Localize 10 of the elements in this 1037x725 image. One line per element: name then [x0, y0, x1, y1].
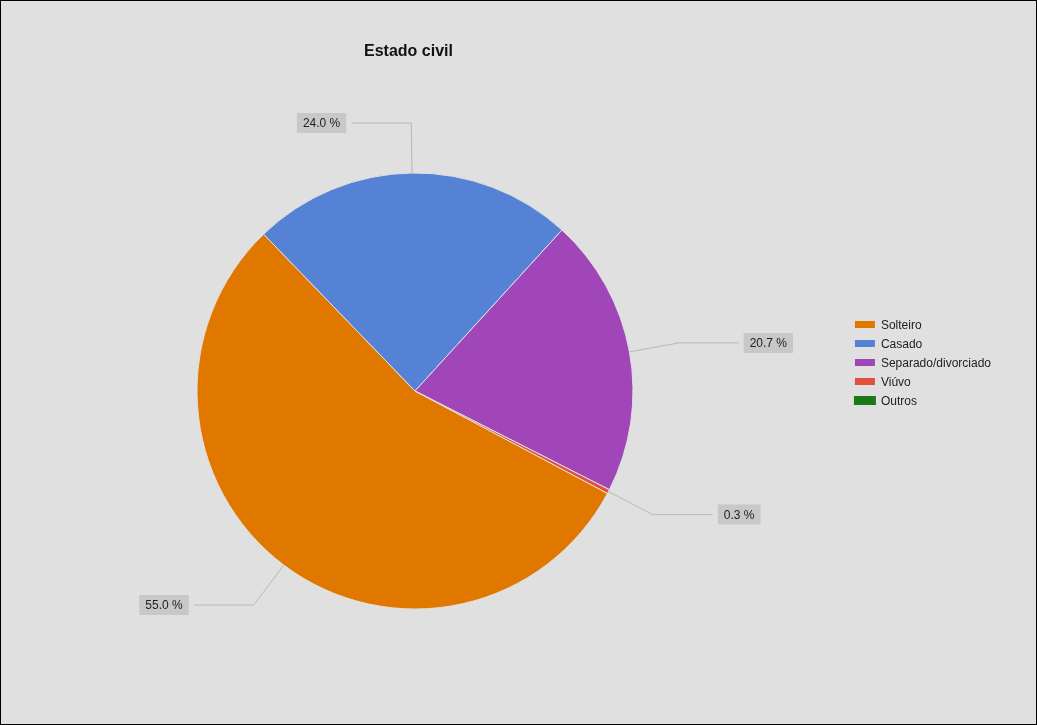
- legend-label: Viúvo: [880, 374, 912, 389]
- legend-label: Casado: [880, 336, 923, 351]
- legend-label: Solteiro: [880, 317, 922, 332]
- data-label: 24.0 %: [302, 116, 341, 131]
- data-label: 20.7 %: [749, 335, 788, 350]
- chart-title: Estado civil: [364, 41, 453, 59]
- data-label: 0.3 %: [723, 507, 755, 522]
- legend-label: Separado/divorciado: [880, 355, 992, 370]
- legend-label: Outros: [880, 393, 917, 408]
- data-label: 55.0 %: [145, 598, 184, 613]
